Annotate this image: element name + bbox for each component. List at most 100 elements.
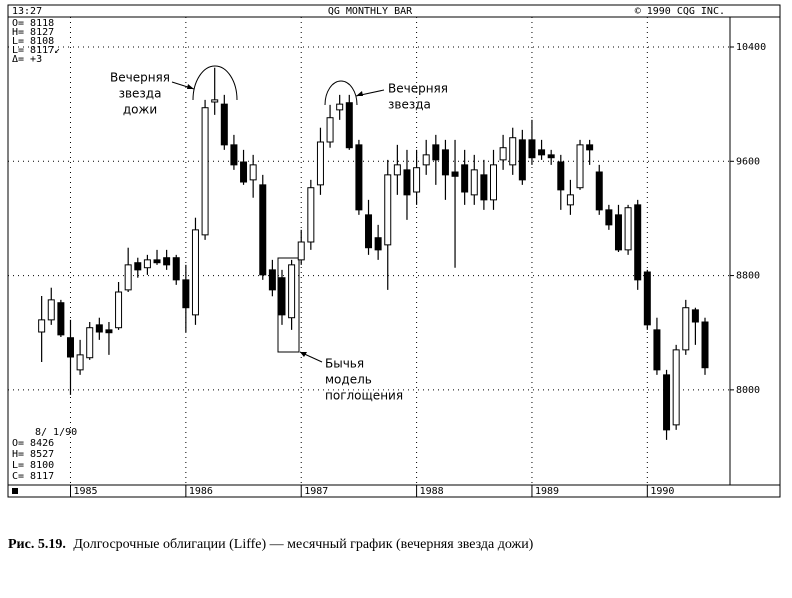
candle-body bbox=[557, 161, 565, 191]
candle bbox=[691, 307, 699, 345]
arrow-head bbox=[300, 352, 307, 357]
candle-body bbox=[509, 137, 517, 166]
candle-body bbox=[345, 102, 353, 149]
candle bbox=[201, 99, 209, 240]
candle bbox=[441, 139, 449, 200]
candle-body bbox=[57, 302, 65, 336]
candle-body bbox=[38, 319, 46, 333]
y-tick-label: 9600 bbox=[736, 156, 760, 167]
candle-body bbox=[230, 144, 238, 166]
candle bbox=[432, 134, 440, 185]
candle-body bbox=[66, 337, 74, 358]
x-tick-label: 1988 bbox=[420, 486, 444, 497]
candle-body bbox=[441, 149, 449, 176]
candle-body bbox=[134, 262, 142, 271]
annotation: поглощения bbox=[325, 389, 403, 403]
candle bbox=[86, 322, 94, 360]
candle-body bbox=[240, 161, 248, 183]
candle-body bbox=[451, 171, 459, 177]
candle-body bbox=[403, 169, 411, 196]
header-time: 13:27 bbox=[12, 6, 42, 17]
candle-body bbox=[480, 174, 488, 201]
candle bbox=[634, 199, 642, 290]
candle bbox=[182, 264, 190, 332]
candle-body bbox=[105, 329, 113, 334]
candle bbox=[259, 174, 267, 280]
candle bbox=[566, 179, 574, 215]
candle bbox=[240, 149, 248, 185]
candle-body bbox=[653, 329, 661, 371]
candle bbox=[480, 159, 488, 210]
candle bbox=[576, 139, 584, 190]
info-line: L= 8100 bbox=[12, 460, 54, 471]
candle-body bbox=[422, 154, 430, 166]
candle-body bbox=[365, 214, 373, 249]
star-arc bbox=[324, 80, 358, 106]
candle-body bbox=[518, 139, 526, 181]
candle bbox=[134, 257, 142, 278]
candle bbox=[124, 247, 132, 292]
header-copyright: © 1990 CQG INC. bbox=[635, 6, 725, 17]
candle bbox=[66, 319, 74, 395]
candle-body bbox=[470, 169, 478, 196]
candle-body bbox=[268, 269, 276, 291]
candle bbox=[538, 139, 546, 160]
caption-text: Долгосрочные облигации (Liffe) — месячны… bbox=[73, 537, 533, 552]
candle bbox=[701, 317, 709, 375]
annotation: Вечерняя bbox=[388, 82, 448, 96]
candle bbox=[38, 296, 46, 362]
candle-body bbox=[528, 139, 536, 159]
candle bbox=[268, 259, 276, 297]
info-line: L= 8108 bbox=[12, 36, 54, 47]
candle-body bbox=[220, 103, 228, 146]
x-tick-label: 1985 bbox=[73, 486, 97, 497]
corner-marker bbox=[12, 488, 18, 494]
candle-body bbox=[576, 144, 584, 189]
y-tick-label: 8800 bbox=[736, 271, 760, 282]
candle bbox=[47, 287, 55, 325]
candle-body bbox=[432, 144, 440, 161]
candle-body bbox=[182, 279, 190, 309]
candle-body bbox=[461, 164, 469, 193]
candle-body bbox=[605, 209, 613, 226]
candle-body bbox=[336, 103, 344, 111]
candle-body bbox=[201, 107, 209, 236]
candle-body bbox=[355, 144, 363, 211]
candle bbox=[153, 249, 161, 265]
candle bbox=[624, 204, 632, 255]
annotation: Вечерняя bbox=[110, 71, 170, 85]
candle bbox=[470, 154, 478, 205]
x-tick-label: 1987 bbox=[304, 486, 328, 497]
info-line: Δ= +3 bbox=[12, 54, 42, 65]
info-line: H= 8527 bbox=[12, 449, 54, 460]
candle-body bbox=[586, 144, 594, 151]
candle-body bbox=[701, 321, 709, 369]
candle-body bbox=[297, 241, 305, 261]
candle-body bbox=[326, 117, 334, 143]
candle bbox=[288, 259, 296, 330]
candle bbox=[336, 94, 344, 120]
caption: Рис. 5.19. Долгосрочные облигации (Liffe… bbox=[8, 537, 534, 552]
candle-body bbox=[316, 141, 324, 186]
candle-body bbox=[288, 264, 296, 319]
candle-body bbox=[259, 184, 267, 276]
candle bbox=[355, 139, 363, 215]
candle-body bbox=[691, 309, 699, 323]
candle-body bbox=[643, 271, 651, 326]
candle-body bbox=[86, 327, 94, 359]
info-line: 8/ 1/90 bbox=[35, 427, 77, 438]
candle-body bbox=[634, 204, 642, 281]
candle bbox=[393, 144, 401, 195]
candle-body bbox=[307, 187, 315, 243]
candle-body bbox=[163, 257, 171, 266]
candle bbox=[172, 254, 180, 285]
candle bbox=[365, 199, 373, 255]
candle-body bbox=[393, 164, 401, 176]
candle bbox=[605, 204, 613, 230]
candle bbox=[614, 204, 622, 252]
y-tick-label: 8000 bbox=[736, 385, 760, 396]
info-line: H= 8127 bbox=[12, 27, 54, 38]
info-line: C= 8117 bbox=[12, 471, 54, 482]
candle bbox=[451, 139, 459, 268]
